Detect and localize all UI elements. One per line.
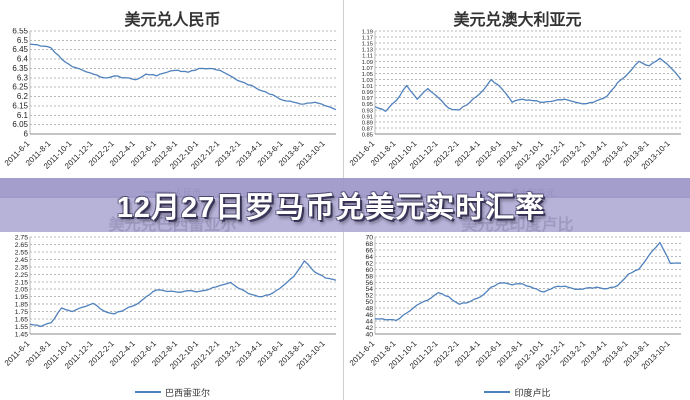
svg-text:6.35: 6.35 <box>12 64 28 73</box>
svg-text:6.4: 6.4 <box>17 55 29 64</box>
svg-text:6.5: 6.5 <box>17 36 29 45</box>
usd-inr-line-chart: 706866646260585654525048464442402011-6-1… <box>348 235 682 371</box>
svg-text:50: 50 <box>365 299 373 306</box>
svg-text:70: 70 <box>365 235 373 242</box>
svg-text:1.11: 1.11 <box>362 54 373 60</box>
svg-text:52: 52 <box>365 293 373 300</box>
svg-text:6: 6 <box>24 130 29 139</box>
svg-text:1.17: 1.17 <box>362 36 373 42</box>
svg-text:2.35: 2.35 <box>15 264 28 271</box>
svg-text:54: 54 <box>365 286 373 293</box>
svg-text:1.07: 1.07 <box>362 66 373 72</box>
legend-line-icon <box>134 391 161 393</box>
svg-text:2.15: 2.15 <box>15 279 28 286</box>
svg-text:44: 44 <box>365 319 373 326</box>
svg-text:6.25: 6.25 <box>12 83 28 92</box>
svg-text:66: 66 <box>365 247 373 254</box>
svg-text:0.91: 0.91 <box>362 114 373 120</box>
svg-text:6.15: 6.15 <box>12 101 28 110</box>
usd-cny-line-chart: 6.556.56.456.46.356.36.256.26.156.16.056… <box>3 28 337 171</box>
svg-text:2.25: 2.25 <box>15 272 28 279</box>
usd-aud-line-chart: 1.191.171.151.131.111.091.071.051.031.01… <box>348 30 682 171</box>
svg-text:6.55: 6.55 <box>12 28 28 36</box>
svg-text:1.03: 1.03 <box>362 78 373 84</box>
svg-text:0.89: 0.89 <box>362 120 373 126</box>
svg-text:2.05: 2.05 <box>15 287 28 294</box>
svg-text:46: 46 <box>365 312 373 319</box>
svg-text:1.09: 1.09 <box>362 60 373 66</box>
svg-text:1.05: 1.05 <box>362 72 373 78</box>
svg-text:1.13: 1.13 <box>362 48 373 54</box>
svg-text:64: 64 <box>365 254 373 261</box>
svg-text:1.75: 1.75 <box>15 309 28 316</box>
svg-text:0.97: 0.97 <box>362 96 373 102</box>
usd-brl-line-chart: 2.752.652.552.452.352.252.152.051.951.85… <box>3 235 337 371</box>
legend-label: 巴西雷亚尔 <box>164 387 210 398</box>
svg-text:6.1: 6.1 <box>17 111 29 120</box>
svg-text:1.55: 1.55 <box>15 324 28 331</box>
svg-text:2.55: 2.55 <box>15 249 28 256</box>
svg-text:68: 68 <box>365 241 373 248</box>
svg-text:1.01: 1.01 <box>362 84 373 90</box>
legend-usd-inr: 印度卢比 <box>345 384 690 400</box>
svg-text:2.75: 2.75 <box>15 235 28 242</box>
svg-text:2.65: 2.65 <box>15 242 28 249</box>
svg-text:0.95: 0.95 <box>362 102 373 108</box>
svg-text:1.65: 1.65 <box>15 317 28 324</box>
news-banner: 12月27日罗马币兑美元实时汇率 <box>0 178 690 232</box>
svg-text:62: 62 <box>365 260 373 267</box>
legend-usd-brl: 巴西雷亚尔 <box>0 384 345 400</box>
svg-text:1.15: 1.15 <box>362 42 373 48</box>
svg-text:1.95: 1.95 <box>15 294 28 301</box>
chart-title-usd-cny: 美元兑人民币 <box>124 12 221 29</box>
svg-text:56: 56 <box>365 280 373 287</box>
svg-text:0.93: 0.93 <box>362 108 373 114</box>
svg-text:48: 48 <box>365 306 373 313</box>
panel-usd-inr: 美元兑印度卢比 70686664626058565452504846444240… <box>345 200 690 400</box>
svg-text:58: 58 <box>365 273 373 280</box>
svg-text:0.85: 0.85 <box>362 133 373 139</box>
svg-text:0.87: 0.87 <box>362 126 373 132</box>
chart-title-usd-aud: 美元兑澳大利亚元 <box>453 12 582 29</box>
svg-text:6.05: 6.05 <box>12 120 28 129</box>
panel-usd-brl: 美元兑巴西雷亚尔 2.752.652.552.452.352.252.152.0… <box>0 200 345 400</box>
svg-text:1.19: 1.19 <box>362 30 373 36</box>
svg-text:6.2: 6.2 <box>17 92 29 101</box>
panel-usd-aud: 美元兑澳大利亚元 1.19 1.17 1.15 1.13 1.11 1.09 1.07 1.0… <box>345 0 690 200</box>
svg-text:42: 42 <box>365 325 373 332</box>
panel-usd-cny: 美元兑人民币 6.55 6.5 6.45 6.4 6.35 6.3 6.25 6.2 6.15 6… <box>0 0 345 200</box>
svg-text:2.45: 2.45 <box>15 257 28 264</box>
svg-text:1.45: 1.45 <box>15 332 28 339</box>
svg-text:6.3: 6.3 <box>17 73 29 82</box>
svg-text:40: 40 <box>365 332 373 339</box>
svg-text:60: 60 <box>365 267 373 274</box>
banner-title: 12月27日罗马币兑美元实时汇率 <box>116 192 546 224</box>
svg-text:6.45: 6.45 <box>12 45 28 54</box>
legend-label: 印度卢比 <box>514 387 551 398</box>
legend-line-icon <box>484 391 511 393</box>
svg-text:1.85: 1.85 <box>15 302 28 309</box>
svg-text:0.99: 0.99 <box>362 90 373 96</box>
